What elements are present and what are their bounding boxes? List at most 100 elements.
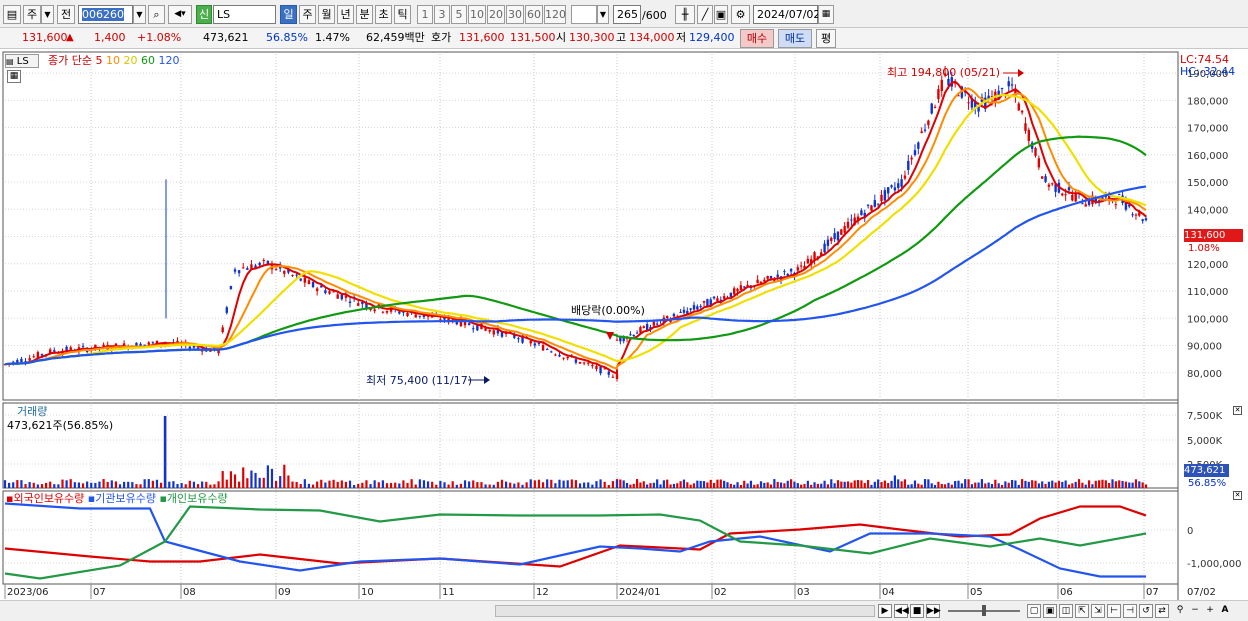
fit-left-icon[interactable]: ⊢	[1107, 604, 1121, 618]
x-label-10: 04	[882, 587, 895, 598]
candle-body	[476, 325, 479, 331]
volume-bar	[649, 483, 652, 488]
scroll-play-icon[interactable]: ▶	[878, 604, 892, 618]
scroll-stop-icon[interactable]: ■	[910, 604, 924, 618]
market-select[interactable]: 주	[23, 5, 41, 24]
draw-tool-icon[interactable]: ╱	[697, 5, 713, 24]
interval-tab-0[interactable]: 1	[417, 5, 433, 24]
volume-bar	[53, 484, 56, 488]
candle-body	[81, 345, 85, 347]
layout-single-icon[interactable]: ▢	[1027, 604, 1041, 618]
sync-icon[interactable]: ⇄	[1155, 604, 1169, 618]
table-toggle-icon[interactable]: ▦	[7, 70, 21, 83]
candle-body	[365, 303, 368, 308]
candle-body	[566, 356, 569, 359]
name-input[interactable]: LS	[213, 5, 276, 24]
volume-bar	[625, 482, 629, 488]
period-tab-6[interactable]: 틱	[394, 5, 411, 24]
candle-body	[652, 321, 656, 326]
ma-legend-10: 10	[105, 54, 124, 67]
interval-tab-3[interactable]: 10	[468, 5, 486, 24]
candle-body	[295, 274, 298, 276]
interval-tab-5[interactable]: 30	[506, 5, 524, 24]
interval-tab-6[interactable]: 60	[525, 5, 543, 24]
auto-scale-icon[interactable]: A	[1221, 605, 1229, 615]
stock-chart[interactable]: 190,000 180,000 170,000 160,000 150,000 140,0…	[0, 50, 1248, 600]
gear-icon[interactable]: ⚙	[731, 5, 750, 24]
volume-bar	[944, 484, 947, 488]
volume-bar	[753, 484, 756, 488]
chart-scrollbar[interactable]	[495, 605, 875, 617]
period-tab-3[interactable]: 년	[337, 5, 354, 24]
date-input[interactable]: 2024/07/02	[753, 5, 820, 24]
save-icon[interactable]: ▣	[714, 5, 728, 24]
search-icon[interactable]: ⌕	[148, 5, 165, 24]
zoom-in-icon[interactable]: +	[1206, 605, 1214, 615]
volume-close-icon[interactable]: ✕	[1233, 406, 1242, 415]
candle-body	[686, 310, 689, 315]
volume-bar	[1004, 481, 1007, 488]
reset-icon[interactable]: ↺	[1139, 604, 1153, 618]
eval-button[interactable]: 평	[816, 29, 836, 48]
fit-right-icon[interactable]: ⊣	[1123, 604, 1137, 618]
candle-body	[866, 204, 870, 206]
calendar-icon[interactable]: ▦	[818, 5, 834, 24]
sound-icon[interactable]: ◀▾	[168, 5, 192, 24]
candle-body	[893, 187, 897, 191]
candle-body	[886, 187, 890, 194]
zoom-slider-handle[interactable]	[982, 605, 986, 616]
layout-dual-icon[interactable]: ◫	[1059, 604, 1073, 618]
candle-body	[1131, 214, 1134, 216]
scroll-first-icon[interactable]: ◀◀	[894, 604, 909, 618]
interval-tab-2[interactable]: 5	[451, 5, 467, 24]
volume-bar	[890, 480, 893, 488]
period-tab-1[interactable]: 주	[299, 5, 316, 24]
volume-bar	[910, 484, 913, 488]
volume-bar	[209, 484, 212, 488]
candle-type-icon[interactable]: ╫	[675, 5, 695, 24]
volume-bar	[361, 482, 364, 488]
scroll-last-icon[interactable]: ▶▶	[926, 604, 941, 618]
code-dropdown-icon[interactable]: ▼	[133, 5, 146, 24]
candle-body	[1044, 176, 1047, 182]
period-tab-5[interactable]: 초	[375, 5, 392, 24]
volume-bar	[716, 479, 719, 488]
candle-body	[876, 203, 880, 205]
custom-interval-input[interactable]	[571, 5, 597, 24]
candle-body	[192, 345, 196, 348]
zoom-out-icon[interactable]: −	[1191, 605, 1199, 615]
period-tab-4[interactable]: 분	[356, 5, 373, 24]
candle-body	[246, 268, 249, 270]
holdings-close-icon[interactable]: ✕	[1233, 491, 1242, 500]
stock-tag[interactable]: ▤ LS	[5, 54, 39, 68]
credit-label: 신	[198, 8, 210, 21]
candle-body	[836, 231, 840, 241]
count-input[interactable]: 265	[613, 5, 641, 24]
candle-body	[258, 262, 261, 266]
interval-dropdown-icon[interactable]: ▼	[597, 5, 609, 24]
interval-tab-4[interactable]: 20	[487, 5, 505, 24]
zoom-icon[interactable]: ⚲	[1176, 605, 1184, 615]
market-dropdown-icon[interactable]: ▼	[41, 5, 54, 24]
candle-body	[151, 342, 155, 344]
open-label: 시	[556, 31, 567, 44]
chart-menu-icon[interactable]: ▤	[3, 5, 21, 24]
volume-bar	[947, 482, 950, 488]
candle-body	[833, 233, 836, 240]
volume-bar	[496, 481, 499, 488]
candle-body	[344, 295, 348, 298]
volume-bar	[44, 482, 48, 488]
scale-down-icon[interactable]: ⇱	[1075, 604, 1089, 618]
interval-tab-1[interactable]: 3	[434, 5, 450, 24]
interval-tab-7[interactable]: 120	[544, 5, 566, 24]
layout-multi-icon[interactable]: ▣	[1043, 604, 1057, 618]
period-tab-0[interactable]: 일	[280, 5, 297, 24]
code-input[interactable]: 006260	[78, 5, 133, 24]
period-tab-2[interactable]: 월	[318, 5, 335, 24]
x-label-11: 05	[970, 587, 983, 598]
credit-badge[interactable]: 신	[196, 5, 212, 24]
prev-button[interactable]: 전	[57, 5, 75, 24]
sell-button[interactable]: 매도	[778, 29, 812, 48]
scale-up-icon[interactable]: ⇲	[1091, 604, 1105, 618]
buy-button[interactable]: 매수	[740, 29, 774, 48]
